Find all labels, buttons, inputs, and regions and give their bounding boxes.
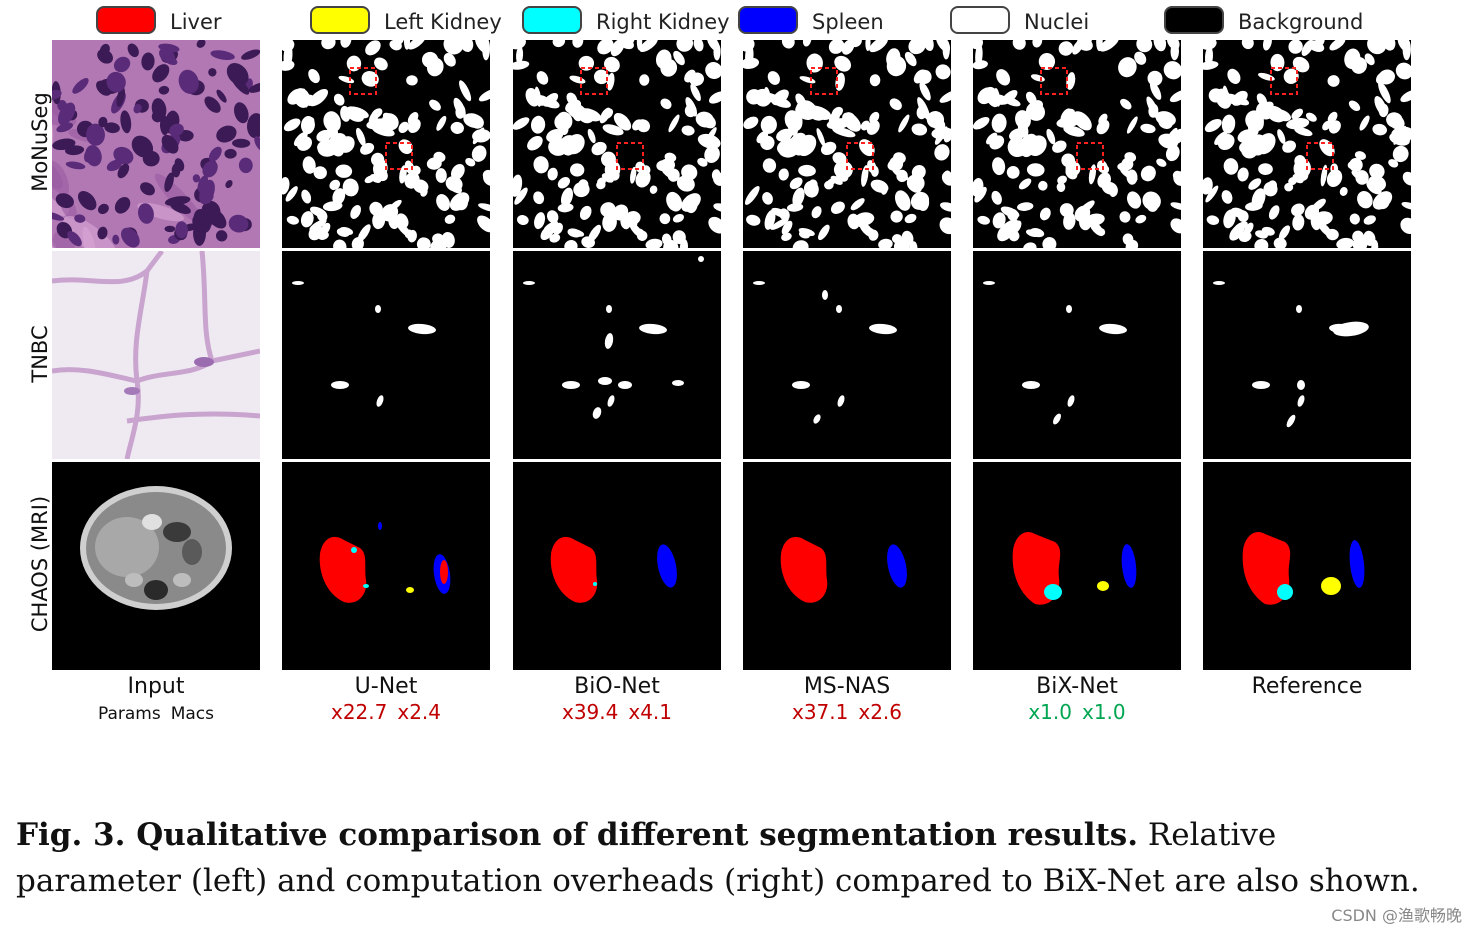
panel-tnbc-bix-net — [973, 251, 1181, 459]
column-overhead-input: Params Macs — [52, 700, 260, 724]
macs-ratio: Macs — [170, 704, 215, 724]
params-ratio: Params — [97, 704, 161, 724]
panel-tnbc-ms-nas — [743, 251, 951, 459]
row-label-tnbc: TNBC — [28, 325, 52, 383]
legend-swatch — [1164, 6, 1224, 34]
figure-caption-title: Fig. 3. Qualitative comparison of differ… — [16, 817, 1139, 853]
macs-ratio: x1.0 — [1082, 700, 1126, 724]
panel-tnbc-u-net — [282, 251, 490, 459]
params-ratio: x37.1 — [791, 700, 849, 724]
row-label-monuseg: MoNuSeg — [28, 92, 52, 192]
panel-chaos-u-net — [282, 462, 490, 670]
figure-caption-text: Relative parameter (left) and computatio… — [16, 817, 1420, 899]
legend-label: Left Kidney — [384, 10, 502, 34]
legend-label: Liver — [170, 10, 222, 34]
panel-chaos-bix-net — [973, 462, 1181, 670]
row-label-chaos: CHAOS (MRI) — [28, 495, 52, 633]
panel-monuseg-reference — [1203, 40, 1411, 248]
watermark: CSDN @渔歌畅晚 — [1331, 906, 1462, 925]
column-overhead-bio-net: x39.4 x4.1 — [513, 700, 721, 724]
column-overhead-bix-net: x1.0 x1.0 — [973, 700, 1181, 724]
params-ratio: x39.4 — [561, 700, 619, 724]
panel-monuseg-bix-net — [973, 40, 1181, 248]
panel-tnbc-reference — [1203, 251, 1411, 459]
column-overhead-ms-nas: x37.1 x2.6 — [743, 700, 951, 724]
panel-monuseg-input — [52, 40, 260, 248]
panel-monuseg-ms-nas — [743, 40, 951, 248]
legend-swatch — [738, 6, 798, 34]
params-ratio: x1.0 — [1028, 700, 1072, 724]
column-overhead-u-net: x22.7 x2.4 — [282, 700, 490, 724]
macs-ratio: x2.4 — [397, 700, 442, 724]
legend-swatch — [310, 6, 370, 34]
legend-swatch — [522, 6, 582, 34]
legend-label: Nuclei — [1024, 10, 1090, 34]
panel-chaos-reference — [1203, 462, 1411, 670]
panel-tnbc-input — [52, 251, 260, 459]
legend-swatch — [950, 6, 1010, 34]
legend-label: Right Kidney — [596, 10, 730, 34]
column-label-bio-net: BiO-Net — [574, 674, 660, 699]
panel-monuseg-bio-net — [513, 40, 721, 248]
column-label-ms-nas: MS-NAS — [803, 674, 891, 699]
panel-chaos-bio-net — [513, 462, 721, 670]
column-label-reference: Reference — [1251, 674, 1363, 699]
panel-monuseg-u-net — [282, 40, 490, 248]
column-label-input: Input — [127, 674, 185, 699]
macs-ratio: x2.6 — [858, 700, 903, 724]
panel-tnbc-bio-net — [513, 251, 721, 459]
legend-label: Spleen — [812, 10, 884, 34]
macs-ratio: x4.1 — [628, 700, 673, 724]
panel-chaos-ms-nas — [743, 462, 951, 670]
column-label-bix-net: BiX-Net — [1036, 674, 1118, 699]
legend-swatch — [96, 6, 156, 34]
figure-caption: Fig. 3. Qualitative comparison of differ… — [16, 812, 1426, 904]
panel-chaos-input — [52, 462, 260, 670]
column-label-u-net: U-Net — [354, 674, 418, 699]
params-ratio: x22.7 — [330, 700, 388, 724]
legend-label: Background — [1238, 10, 1364, 34]
